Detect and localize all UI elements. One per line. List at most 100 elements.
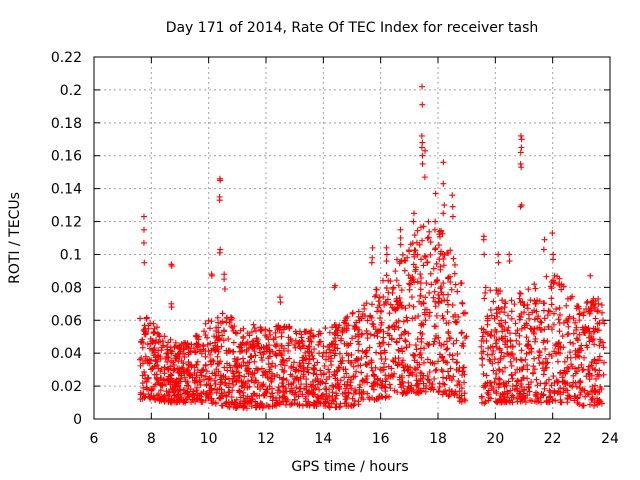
data-point <box>383 258 390 265</box>
data-point <box>252 352 259 359</box>
data-point <box>344 378 351 385</box>
data-point <box>364 390 371 397</box>
data-point <box>560 385 567 392</box>
data-point <box>444 368 451 375</box>
data-point <box>596 342 603 349</box>
data-point <box>392 355 399 362</box>
data-point <box>385 289 392 296</box>
data-point <box>424 356 431 363</box>
data-point <box>368 357 375 364</box>
data-point <box>368 364 375 371</box>
data-point <box>181 387 188 394</box>
data-point <box>150 330 157 337</box>
data-point <box>548 278 555 285</box>
x-tick-label: 24 <box>601 431 619 447</box>
data-point <box>280 382 287 389</box>
data-point <box>343 327 350 334</box>
data-point <box>290 364 297 371</box>
data-point <box>280 375 287 382</box>
data-point <box>592 389 599 396</box>
x-tick-label: 10 <box>200 431 218 447</box>
data-point <box>536 360 543 367</box>
data-point <box>436 384 443 391</box>
data-point <box>202 362 209 369</box>
data-point <box>592 304 599 311</box>
data-point <box>432 190 439 197</box>
data-point <box>567 354 574 361</box>
data-point <box>438 298 445 305</box>
data-point <box>203 368 210 375</box>
data-point <box>219 318 226 325</box>
data-point <box>508 308 515 315</box>
data-point <box>410 303 417 310</box>
data-point <box>268 375 275 382</box>
data-point <box>401 328 408 335</box>
data-point <box>314 381 321 388</box>
data-point <box>488 312 495 319</box>
data-point <box>578 361 585 368</box>
data-point <box>389 323 396 330</box>
data-point <box>565 392 572 399</box>
data-point <box>241 398 248 405</box>
data-point <box>320 371 327 378</box>
data-point <box>168 372 175 379</box>
data-point <box>446 351 453 358</box>
data-point <box>521 394 528 401</box>
data-point <box>502 333 509 340</box>
data-point <box>207 391 214 398</box>
data-point <box>277 299 284 306</box>
data-point <box>164 359 171 366</box>
data-point <box>242 362 249 369</box>
data-point <box>417 292 424 299</box>
data-point <box>416 361 423 368</box>
data-point <box>186 372 193 379</box>
data-point <box>181 353 188 360</box>
data-point <box>211 377 218 384</box>
data-point <box>461 390 468 397</box>
data-point <box>231 399 238 405</box>
data-point <box>374 381 381 388</box>
data-point <box>425 218 432 225</box>
data-point <box>201 328 208 335</box>
data-point <box>502 298 509 305</box>
data-point <box>526 397 533 404</box>
data-point <box>252 404 259 411</box>
data-point <box>345 352 352 359</box>
data-point <box>305 369 312 376</box>
data-point <box>490 298 497 305</box>
data-point <box>342 396 349 403</box>
data-point <box>588 333 595 340</box>
data-point <box>553 306 560 313</box>
data-point <box>292 328 299 335</box>
data-point <box>588 359 595 366</box>
data-point <box>495 359 502 366</box>
data-point <box>455 378 462 385</box>
data-point <box>497 355 504 362</box>
data-point <box>517 290 524 297</box>
data-point <box>173 399 180 406</box>
data-point <box>168 262 175 269</box>
data-point <box>534 396 541 402</box>
data-point <box>194 395 201 402</box>
data-point <box>316 328 323 335</box>
data-point <box>330 347 337 354</box>
data-point <box>350 363 357 370</box>
data-point <box>326 386 333 393</box>
data-point <box>478 343 485 350</box>
data-point <box>595 307 602 314</box>
data-point <box>420 223 427 230</box>
data-point <box>193 372 200 379</box>
data-point <box>335 384 342 391</box>
data-point <box>534 315 541 322</box>
data-point <box>400 364 407 371</box>
data-point <box>315 341 322 348</box>
data-point <box>437 263 444 270</box>
data-point <box>158 344 165 351</box>
data-point <box>443 320 450 327</box>
data-point <box>478 325 485 332</box>
data-point <box>274 400 281 407</box>
data-point <box>480 370 487 377</box>
data-point <box>478 355 485 362</box>
data-point <box>580 312 587 319</box>
